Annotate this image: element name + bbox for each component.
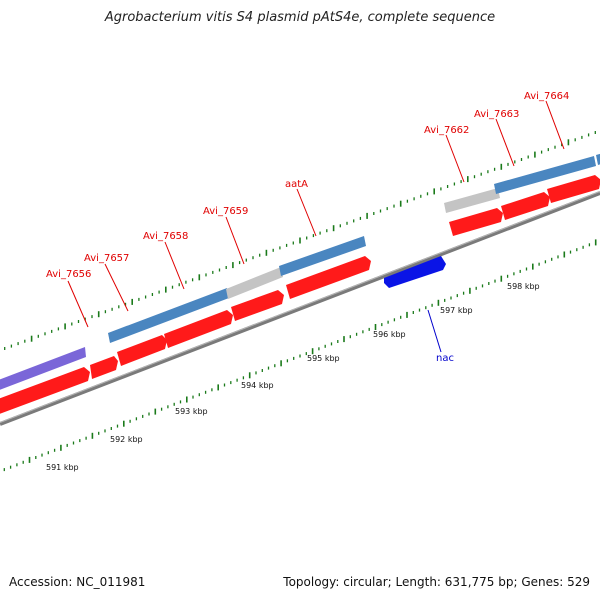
cds-arrow[interactable] (547, 175, 600, 203)
sequence-backbone (0, 191, 600, 426)
tick-label: 594 kbp (241, 381, 274, 390)
tick-label: 597 kbp (440, 306, 473, 315)
grey-feature[interactable] (226, 267, 283, 299)
gene-label-nac[interactable]: nac (436, 353, 454, 364)
cds-arrow[interactable] (286, 256, 371, 299)
tick-label: 592 kbp (110, 435, 143, 444)
sequence-backbone-highlight (0, 191, 600, 423)
cds-arrow[interactable] (90, 356, 118, 379)
grey-feature[interactable] (444, 188, 500, 213)
cds-arrow[interactable] (449, 208, 503, 236)
feature-band (0, 151, 600, 397)
leader-avi-7664 (545, 100, 565, 150)
cds-arrow[interactable] (0, 367, 90, 416)
nac-gene-arrow[interactable] (384, 256, 446, 288)
tick-label: 595 kbp (307, 354, 340, 363)
leader-avi-7656 (67, 280, 89, 328)
tick-label: 598 kbp (507, 282, 540, 291)
accession-label: Accession: NC_011981 (9, 575, 146, 589)
axis-labels: 591 kbp 592 kbp 593 kbp 594 kbp 595 kbp … (46, 282, 540, 472)
tick-label: 596 kbp (373, 330, 406, 339)
gene-label-avi-7664[interactable]: Avi_7664 (524, 91, 569, 102)
leader-avi-7662 (445, 134, 465, 183)
leader-nac (427, 309, 442, 353)
gene-label-avi-7656[interactable]: Avi_7656 (46, 269, 91, 280)
genome-summary: Topology: circular; Length: 631,775 bp; … (283, 575, 590, 589)
gene-label-avi-7663[interactable]: Avi_7663 (474, 109, 519, 120)
leader-avi-7657 (104, 263, 129, 312)
purple-feature[interactable] (0, 347, 86, 397)
leader-avi-7658 (164, 241, 185, 290)
gene-labels: Avi_7656 Avi_7657 Avi_7658 Avi_7659 aatA… (46, 91, 569, 364)
map-title: Agrobacterium vitis S4 plasmid pAtS4e, c… (104, 10, 496, 25)
blue-feature[interactable] (494, 156, 596, 194)
leader-aata (296, 188, 317, 237)
cds-band (0, 175, 600, 416)
blue-feature[interactable] (108, 288, 229, 343)
blue-feature[interactable] (279, 236, 366, 276)
cds-arrow[interactable] (231, 290, 284, 321)
gene-label-avi-7662[interactable]: Avi_7662 (424, 125, 469, 136)
cds-arrow[interactable] (117, 335, 167, 366)
leader-avi-7663 (495, 118, 515, 167)
tick-label: 591 kbp (46, 463, 79, 472)
gene-label-avi-7659[interactable]: Avi_7659 (203, 206, 248, 217)
gene-label-aata[interactable]: aatA (285, 179, 308, 190)
tick-label: 593 kbp (175, 407, 208, 416)
cds-arrow[interactable] (164, 310, 233, 348)
gene-label-avi-7658[interactable]: Avi_7658 (143, 231, 188, 242)
leader-avi-7659 (225, 216, 245, 265)
blue-feature[interactable] (596, 151, 600, 165)
ticks-layer (3, 131, 597, 472)
cds-arrow[interactable] (501, 192, 550, 220)
label-leaders (67, 100, 565, 353)
gene-label-avi-7657[interactable]: Avi_7657 (84, 253, 129, 264)
